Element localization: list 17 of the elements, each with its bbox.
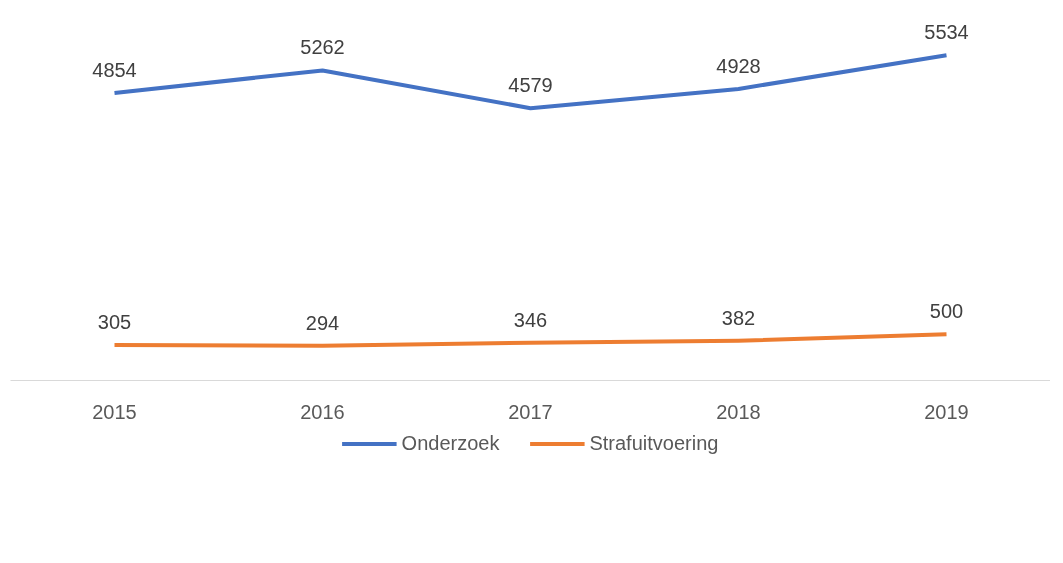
x-tick-label: 2018 bbox=[716, 400, 761, 423]
x-tick-label: 2017 bbox=[508, 400, 553, 423]
data-label: 4854 bbox=[92, 59, 137, 82]
data-label: 5534 bbox=[924, 21, 969, 44]
x-tick-label: 2015 bbox=[92, 400, 137, 423]
legend-label: Onderzoek bbox=[401, 431, 500, 455]
x-tick-label: 2019 bbox=[924, 400, 969, 423]
x-tick-label: 2016 bbox=[300, 400, 345, 423]
data-label: 4579 bbox=[508, 74, 553, 97]
legend-label: Strafuitvoering bbox=[589, 431, 719, 455]
data-label: 305 bbox=[97, 311, 132, 334]
data-label: 382 bbox=[721, 306, 756, 329]
data-label: 500 bbox=[929, 300, 964, 323]
data-label: 5262 bbox=[300, 36, 345, 59]
data-label: 4928 bbox=[716, 54, 761, 77]
data-label: 294 bbox=[305, 311, 340, 334]
data-label: 346 bbox=[513, 308, 548, 331]
